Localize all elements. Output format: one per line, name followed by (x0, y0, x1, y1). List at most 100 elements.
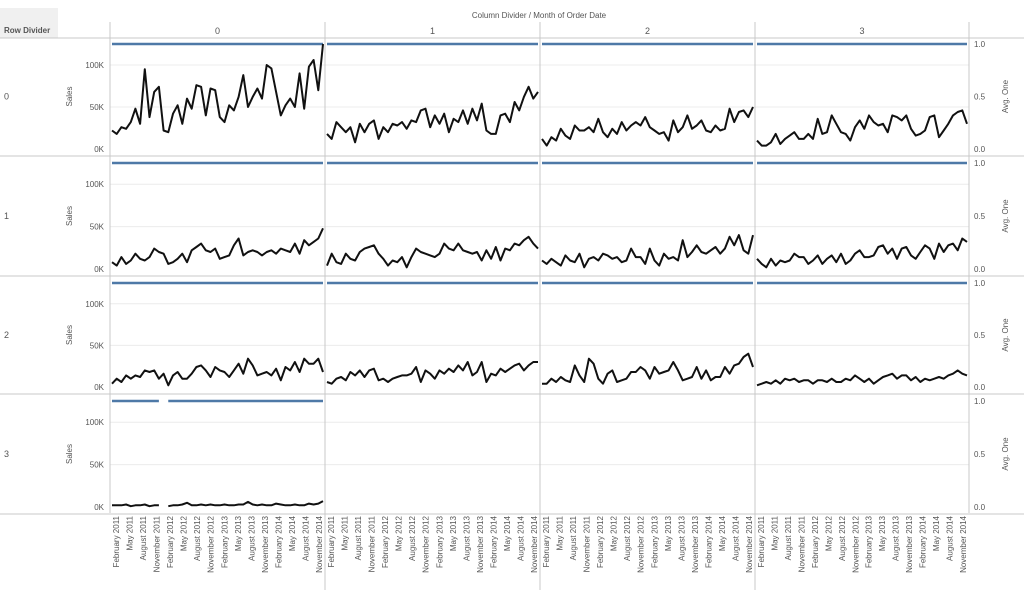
x-axis-tick: May 2012 (824, 515, 833, 551)
x-axis-tick: November 2012 (637, 515, 646, 572)
x-axis-tick: February 2013 (865, 515, 874, 568)
right-axis-tick: 0.0 (974, 503, 986, 512)
row-shelf-label: Row Divider (4, 26, 50, 35)
x-axis-tick: August 2013 (247, 515, 256, 560)
sales-line (326, 361, 538, 385)
x-axis-tick: August 2013 (462, 515, 471, 560)
sales-line (756, 109, 968, 147)
x-axis-tick: August 2014 (946, 515, 955, 560)
right-axis-tick: 0.5 (974, 93, 986, 102)
x-axis-tick: August 2012 (193, 515, 202, 560)
row-header: 1 (4, 211, 9, 221)
row-header: 3 (4, 449, 9, 459)
right-axis-tick: 0.5 (974, 331, 986, 340)
right-axis-title: Avg. One (1001, 318, 1010, 352)
right-axis-tick: 0.0 (974, 145, 986, 154)
row-shelf-header-bg (0, 8, 58, 38)
sales-line (326, 85, 539, 144)
x-axis-tick: May 2011 (126, 515, 135, 550)
right-axis-tick: 0.5 (974, 212, 986, 221)
left-axis-tick: 0K (94, 503, 104, 512)
right-axis-title: Avg. One (1001, 79, 1010, 113)
sales-line (541, 106, 754, 147)
left-axis-tick: 50K (90, 461, 105, 470)
x-axis-tick: May 2014 (932, 515, 941, 551)
x-axis-tick: February 2014 (919, 515, 928, 568)
right-axis-tick: 1.0 (974, 279, 986, 288)
left-axis-title: Sales (65, 86, 74, 106)
right-axis-title: Avg. One (1001, 437, 1010, 471)
x-axis-tick: November 2011 (153, 515, 162, 572)
x-axis-tick: August 2012 (838, 515, 847, 560)
x-axis-tick: November 2011 (583, 515, 592, 572)
x-axis-tick: November 2012 (207, 515, 216, 572)
left-axis-tick: 0K (94, 383, 104, 392)
x-axis-tick: February 2012 (811, 515, 820, 568)
sales-line (756, 369, 968, 387)
x-axis-tick: February 2014 (704, 515, 713, 568)
left-axis-tick: 50K (90, 223, 105, 232)
x-axis-tick: February 2012 (596, 515, 605, 568)
sales-line (326, 235, 539, 269)
left-axis-tick: 100K (85, 418, 104, 427)
x-axis-tick: May 2013 (878, 515, 887, 551)
x-axis-tick: August 2014 (731, 515, 740, 560)
right-axis-tick: 1.0 (974, 40, 986, 49)
x-axis-tick: February 2011 (112, 515, 121, 567)
x-axis-tick: November 2013 (476, 515, 485, 572)
column-shelf-title: Column Divider / Month of Order Date (472, 11, 607, 20)
column-header: 1 (430, 26, 435, 36)
x-axis-tick: November 2012 (422, 515, 431, 572)
sales-line (111, 227, 324, 267)
right-axis-tick: 1.0 (974, 159, 986, 168)
x-axis-tick: November 2012 (851, 515, 860, 572)
x-axis-tick: November 2014 (959, 515, 968, 572)
left-axis-tick: 100K (85, 300, 104, 309)
left-axis-tick: 0K (94, 145, 104, 154)
x-axis-tick: May 2011 (770, 515, 779, 550)
left-axis-title: Sales (65, 206, 74, 226)
x-axis-tick: February 2012 (381, 515, 390, 568)
x-axis-tick: February 2014 (489, 515, 498, 568)
x-axis-tick: November 2013 (691, 515, 700, 572)
marks-layer (111, 42, 968, 508)
left-axis-tick: 100K (85, 61, 104, 70)
x-axis-tick: February 2012 (166, 515, 175, 568)
x-axis-tick: May 2014 (718, 515, 727, 551)
column-header: 3 (859, 26, 864, 36)
x-axis-tick: February 2011 (327, 515, 336, 567)
grid-layer (0, 22, 1024, 590)
x-axis-tick: May 2011 (556, 515, 565, 550)
column-header: 0 (215, 26, 220, 36)
x-axis-tick: August 2011 (139, 515, 148, 560)
x-axis-tick: August 2011 (354, 515, 363, 560)
left-axis-title: Sales (65, 325, 74, 345)
x-axis-tick: February 2013 (435, 515, 444, 568)
x-axis-tick: May 2013 (234, 515, 243, 551)
left-axis-tick: 50K (90, 103, 105, 112)
x-axis-tick: August 2012 (623, 515, 632, 560)
column-header: 2 (645, 26, 650, 36)
x-axis-tick: May 2012 (180, 515, 189, 551)
x-axis-tick: May 2014 (288, 515, 297, 551)
sales-line (168, 500, 324, 508)
sales-line (542, 352, 754, 385)
sales-line (111, 357, 324, 387)
right-axis-tick: 0.0 (974, 383, 986, 392)
x-axis-tick: May 2012 (610, 515, 619, 551)
x-axis-tick: August 2014 (516, 515, 525, 560)
x-axis-tick: February 2014 (274, 515, 283, 568)
x-axis-tick: November 2013 (905, 515, 914, 572)
left-axis-tick: 0K (94, 265, 104, 274)
x-axis-tick: February 2013 (220, 515, 229, 568)
x-axis-tick: August 2013 (677, 515, 686, 560)
x-axis-tick: August 2011 (569, 515, 578, 560)
sales-line (111, 43, 324, 135)
right-axis-title: Avg. One (1001, 199, 1010, 233)
x-axis-tick: May 2013 (664, 515, 673, 551)
sales-line (541, 234, 754, 269)
right-axis-tick: 0.5 (974, 450, 986, 459)
x-axis-tick: November 2014 (745, 515, 754, 572)
left-axis-tick: 50K (90, 341, 105, 350)
sales-line (756, 237, 968, 269)
